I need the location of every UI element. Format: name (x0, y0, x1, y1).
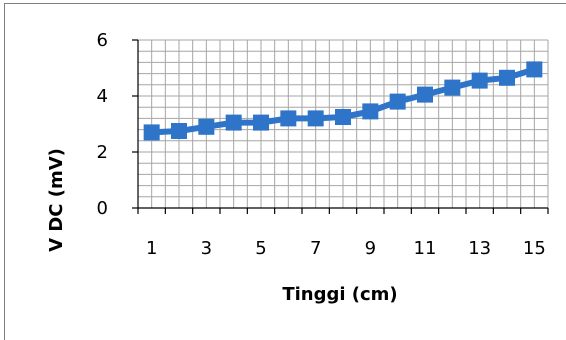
x-tick-label: 5 (255, 238, 266, 259)
x-axis-title: Tinggi (cm) (282, 284, 397, 305)
data-point (417, 86, 433, 103)
y-tick-label: 2 (97, 142, 108, 163)
data-point (225, 114, 242, 131)
x-tick-label: 15 (523, 238, 546, 259)
x-tick-label: 13 (468, 238, 491, 259)
data-point (171, 123, 187, 139)
x-tick-label: 3 (201, 238, 212, 259)
data-point (444, 79, 461, 96)
y-axis-title: V DC (mV) (46, 148, 67, 252)
data-point (253, 114, 269, 131)
x-tick-label: 9 (365, 238, 376, 259)
frame-left-border (4, 3, 5, 340)
y-tick-label: 4 (97, 86, 108, 107)
data-point (198, 118, 215, 135)
axes (132, 39, 549, 214)
series-layer (143, 61, 543, 141)
y-tick-labels: 0 2 4 6 (97, 30, 108, 219)
x-tick-label: 7 (310, 238, 321, 259)
data-point (499, 69, 515, 86)
data-point (362, 103, 379, 120)
data-point (471, 72, 488, 89)
data-point (307, 110, 324, 127)
data-point (526, 61, 543, 78)
frame-top-border (4, 3, 566, 4)
x-tick-label: 1 (146, 238, 157, 259)
data-point (389, 93, 406, 110)
data-point (335, 109, 351, 125)
x-tick-labels: 1 3 5 7 9 11 13 15 (146, 238, 546, 259)
data-point (280, 110, 297, 127)
y-tick-label: 6 (97, 30, 108, 51)
x-tick-label: 11 (414, 238, 437, 259)
y-tick-label: 0 (97, 198, 108, 219)
data-point (143, 124, 160, 141)
